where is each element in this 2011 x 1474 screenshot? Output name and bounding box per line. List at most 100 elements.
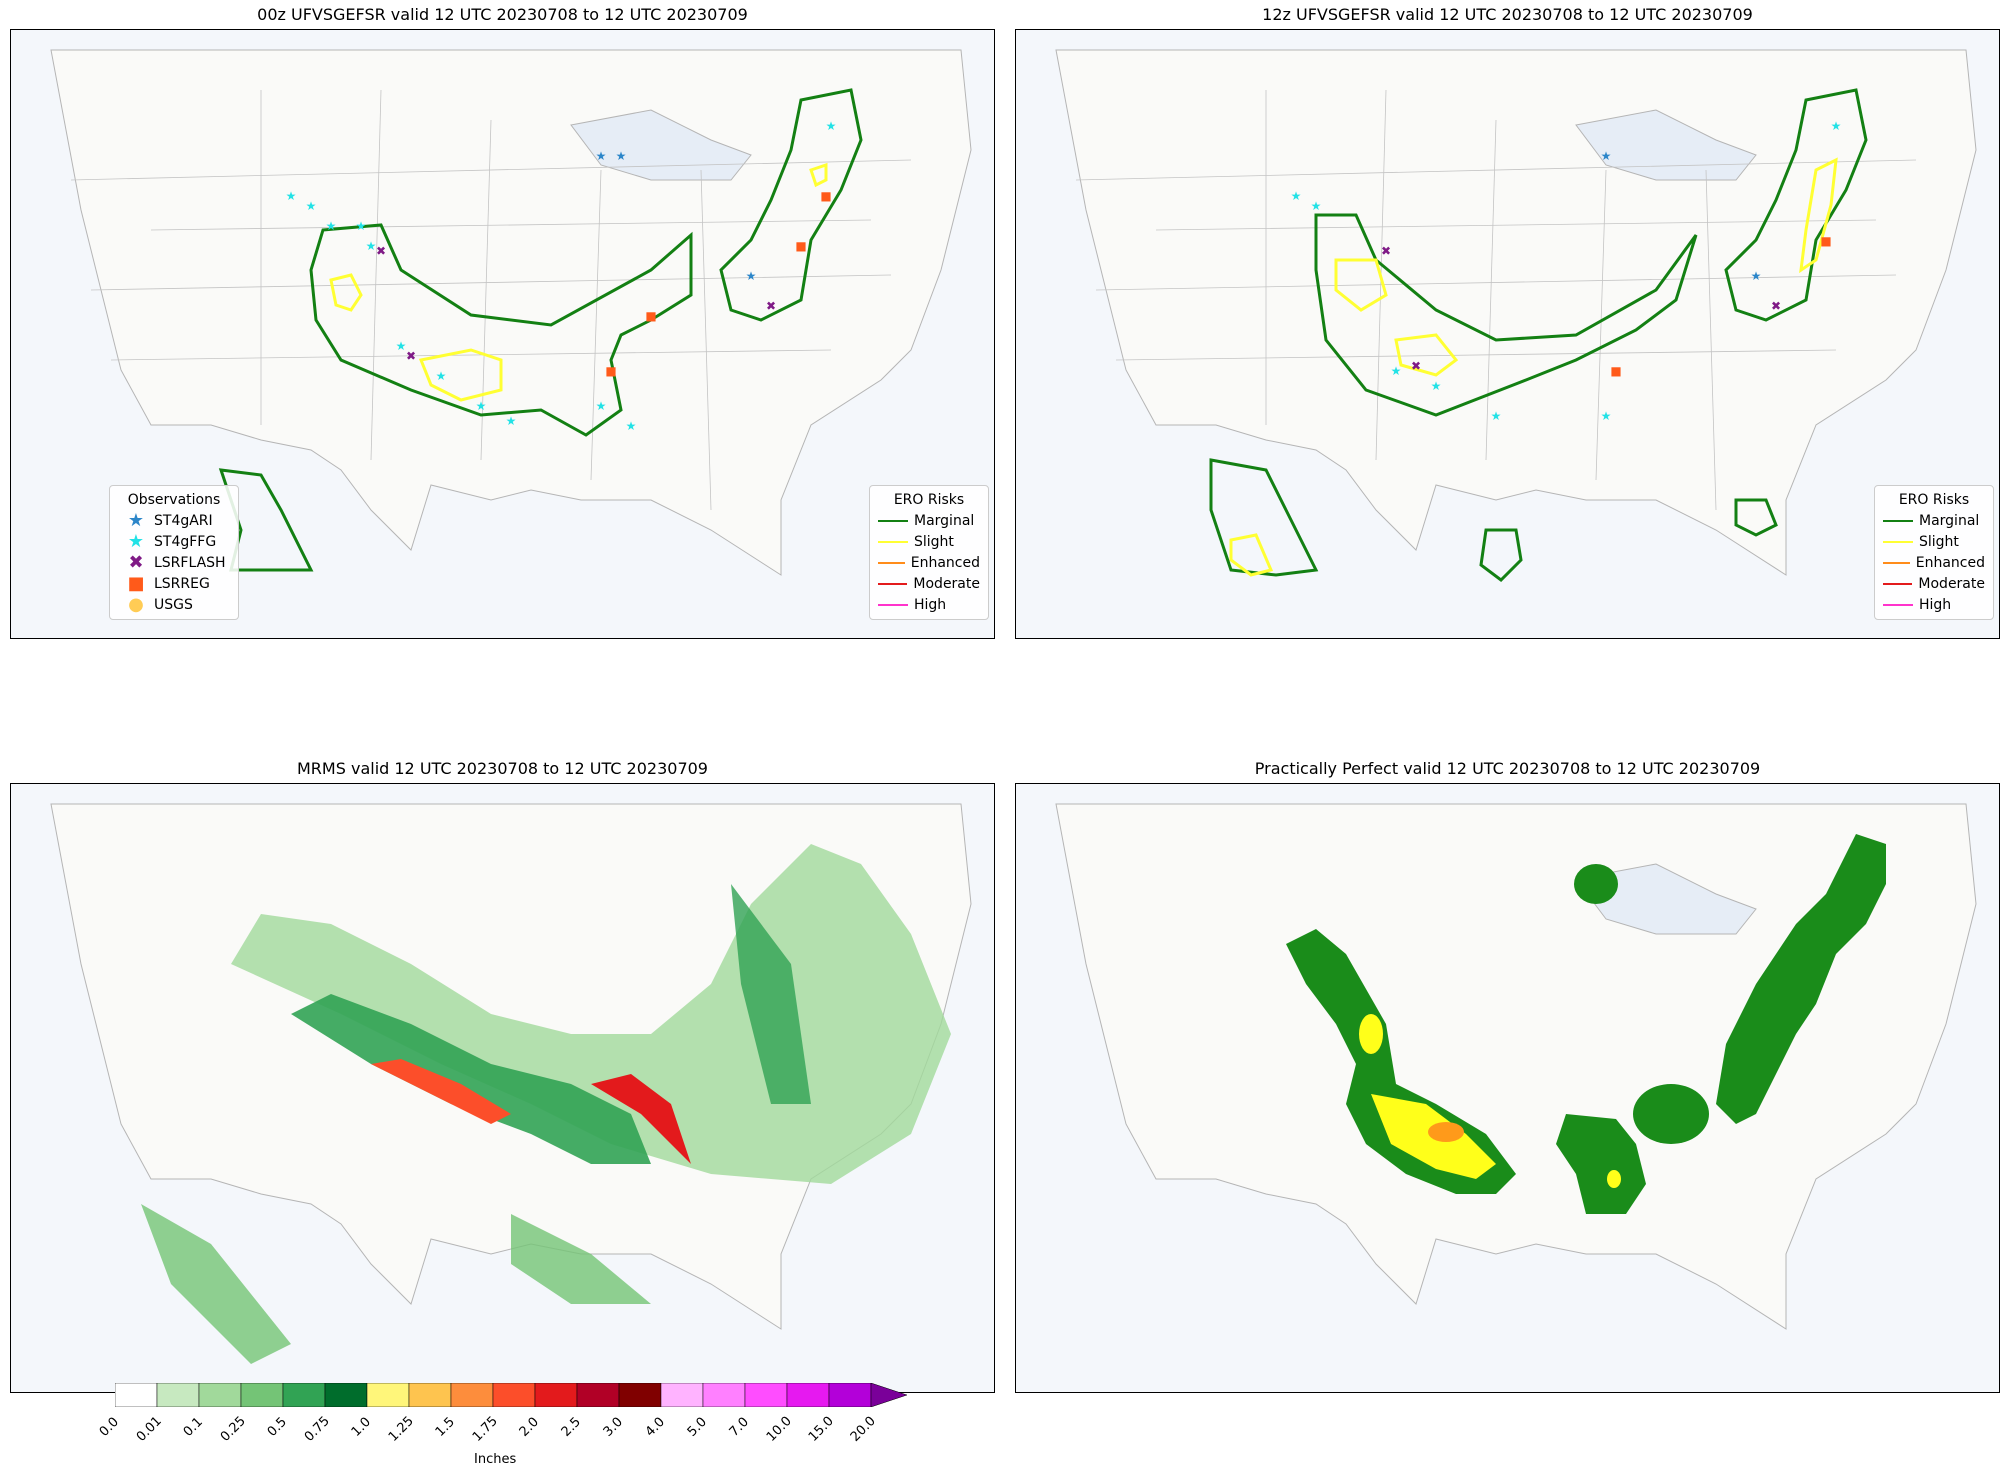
colorbar-segment <box>786 1382 830 1408</box>
precip-colorbar: 0.0 0.01 0.1 0.25 0.5 0.75 1.0 1.25 1.5 1.75 2.0 2.… <box>97 1382 915 1445</box>
legend-item-high: High <box>1883 594 1985 615</box>
map-mrms-svg <box>11 784 994 1392</box>
svg-text:★: ★ <box>396 339 407 353</box>
colorbar-tick-label: 0.0 <box>96 1414 122 1440</box>
legend-label: Moderate <box>913 575 980 592</box>
panel-4-title: Practically Perfect valid 12 UTC 2023070… <box>1254 759 1761 778</box>
marginal-contour-central <box>309 223 693 437</box>
legend-label: ST4gARI <box>154 512 213 529</box>
svg-text:★: ★ <box>306 199 317 213</box>
svg-text:★: ★ <box>746 269 757 283</box>
legend-label: High <box>914 596 947 613</box>
colorbar-tick-label: 0.5 <box>264 1414 290 1440</box>
panel-3-title: MRMS valid 12 UTC 20230708 to 12 UTC 202… <box>297 759 708 778</box>
colorbar-tick-label: 1.0 <box>348 1414 374 1440</box>
ero-risks-legend-12z: ERO Risks Marginal Slight Enhanced Moder… <box>1874 485 1994 620</box>
colorbar-tick-label: 1.5 <box>432 1414 458 1440</box>
colorbar-segment <box>198 1382 242 1408</box>
svg-text:★: ★ <box>326 219 337 233</box>
map-panel-practically-perfect <box>1015 783 2000 1393</box>
colorbar-tick-label: 15.0 <box>805 1413 837 1445</box>
colorbar-tick-label: 0.01 <box>133 1413 165 1445</box>
observation-markers: ★ ★ ★ ★ ★ ★ ★ ★ ★ ★ ★ ★ ★ ★ ★ ✖ ✖ ✖ ■ ■ ■ ■ <box>286 119 837 433</box>
pp-marginal-area-mi <box>1574 864 1618 904</box>
pp-marginal-area-south <box>1556 1114 1646 1214</box>
svg-text:★: ★ <box>1831 119 1842 133</box>
map-12z-svg: ★ ★ ★ ★ ★ ★ ★ ★ ★ ✖ ✖ ✖ ■ ■ <box>1016 30 1999 638</box>
svg-text:★: ★ <box>596 149 607 163</box>
svg-text:✖: ✖ <box>1411 359 1421 373</box>
legend-label: ST4gFFG <box>154 533 217 550</box>
colorbar-tick-label: 1.25 <box>385 1413 417 1445</box>
colorbar-segment <box>156 1382 200 1408</box>
legend-label: Enhanced <box>910 554 980 571</box>
panel-1-title: 00z UFVSGEFSR valid 12 UTC 20230708 to 1… <box>257 5 748 24</box>
marginal-contour-central <box>1314 213 1698 417</box>
svg-text:★: ★ <box>1431 379 1442 393</box>
map-panel-12z: ★ ★ ★ ★ ★ ★ ★ ★ ★ ✖ ✖ ✖ ■ ■ ERO Risks Marginal Sl… <box>1015 29 2000 639</box>
legend-item-moderate: Moderate <box>1883 573 1985 594</box>
svg-text:★: ★ <box>616 149 627 163</box>
svg-text:★: ★ <box>436 369 447 383</box>
panel-2-title: 12z UFVSGEFSR valid 12 UTC 20230708 to 1… <box>1262 5 1753 24</box>
svg-text:★: ★ <box>1291 189 1302 203</box>
colorbar-segment <box>450 1382 494 1408</box>
ero-risks-legend: ERO Risks Marginal Slight Enhanced Moder… <box>869 485 989 620</box>
svg-text:★: ★ <box>826 119 837 133</box>
svg-text:★: ★ <box>476 399 487 413</box>
colorbar-segment <box>534 1382 578 1408</box>
legend-label: USGS <box>154 596 193 613</box>
colorbar-tick-label: 1.75 <box>469 1413 501 1445</box>
svg-text:★: ★ <box>366 239 377 253</box>
legend-label: Enhanced <box>1915 554 1985 571</box>
basemap <box>11 30 994 638</box>
marginal-contour-sw <box>218 468 314 572</box>
svg-text:✖: ✖ <box>1381 244 1391 258</box>
svg-text:★: ★ <box>1601 409 1612 423</box>
slight-contour-1 <box>329 273 363 312</box>
pp-marginal-area-east <box>1716 834 1886 1124</box>
svg-text:■: ■ <box>820 189 831 203</box>
legend-item-slight: Slight <box>878 531 980 552</box>
colorbar-segment <box>240 1382 284 1408</box>
legend-item-moderate: Moderate <box>878 573 980 594</box>
pp-slight-area-south <box>1607 1170 1621 1188</box>
legend-label: High <box>1919 596 1952 613</box>
colorbar-tick-label: 4.0 <box>642 1414 668 1440</box>
slight-contour-3 <box>809 162 828 188</box>
marginal-contour-east <box>719 88 863 322</box>
colorbar-segment <box>324 1382 368 1408</box>
colorbar-extension <box>870 1382 908 1408</box>
svg-text:■: ■ <box>605 364 616 378</box>
pp-risk-areas <box>1286 834 1886 1214</box>
colorbar-tick-label: 0.1 <box>180 1414 206 1440</box>
colorbar-segment <box>282 1382 326 1408</box>
circle-icon: ● <box>128 594 144 615</box>
colorbar-tick-label: 5.0 <box>684 1414 710 1440</box>
legend-label: Slight <box>1919 533 1959 550</box>
colorbar-tick-label: 3.0 <box>600 1414 626 1440</box>
colorbar-segment <box>492 1382 536 1408</box>
marginal-contour-sw <box>1209 458 1319 577</box>
legend-label: Slight <box>914 533 954 550</box>
ero-risks-legend-title: ERO Risks <box>1898 492 1970 508</box>
observations-legend: Observations ★ ST4gARI ★ ST4gFFG ✖ LSRFLASH… <box>109 485 239 620</box>
legend-label: Moderate <box>1918 575 1985 592</box>
svg-text:★: ★ <box>356 219 367 233</box>
svg-text:★: ★ <box>626 419 637 433</box>
legend-item-high: High <box>878 594 980 615</box>
slight-contour-1 <box>1334 258 1388 312</box>
map-panel-00z: ★ ★ ★ ★ ★ ★ ★ ★ ★ ★ ★ ★ ★ ★ ★ ✖ ✖ ✖ ■ ■ ■ ■ Observation… <box>10 29 995 639</box>
slight-contour-3 <box>1799 157 1838 274</box>
map-pp-svg <box>1016 784 1999 1392</box>
x-icon: ✖ <box>128 552 144 573</box>
legend-item-slight: Slight <box>1883 531 1985 552</box>
observations-legend-title: Observations <box>127 492 221 508</box>
svg-text:✖: ✖ <box>1771 299 1781 313</box>
svg-text:★: ★ <box>1311 199 1322 213</box>
legend-item-st4gffg: ★ ST4gFFG <box>118 531 230 552</box>
ero-contours <box>218 88 863 572</box>
star-icon: ★ <box>127 531 145 552</box>
svg-text:★: ★ <box>1751 269 1762 283</box>
legend-item-usgs: ● USGS <box>118 594 230 615</box>
